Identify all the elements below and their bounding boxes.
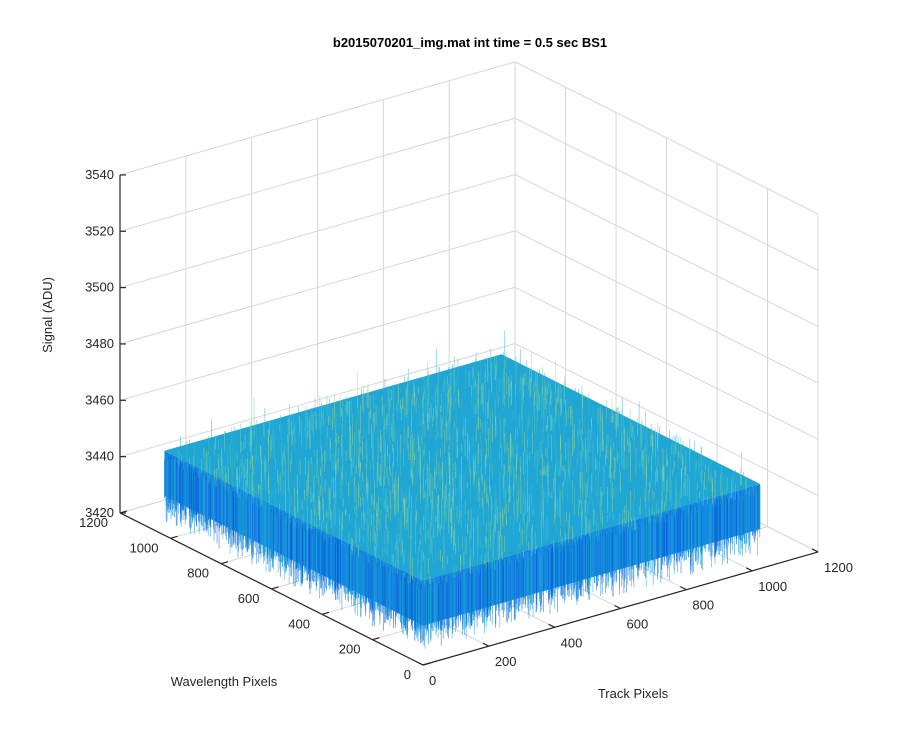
grid-line [514, 61, 819, 215]
grid-line [514, 174, 819, 328]
y-tick [321, 611, 330, 615]
z-axis-ticks: 3420 3440 3460 3480 3500 3520 3540 [85, 167, 126, 520]
z-tick-label: 3540 [85, 167, 114, 182]
x-tick [745, 567, 753, 572]
x-tick-label: 1200 [824, 560, 853, 575]
x-tick [811, 548, 819, 553]
y-tick-label: 400 [288, 616, 310, 631]
grid-line [119, 343, 516, 458]
grid-line [119, 174, 516, 289]
grid-line [514, 230, 819, 384]
y-tick-label: 1000 [130, 540, 159, 555]
y-tick [220, 561, 229, 565]
y-tick-label: 1200 [79, 515, 108, 530]
y-tick [372, 637, 380, 641]
x-tick [614, 604, 621, 610]
y-tick [170, 535, 178, 539]
z-tick-label: 3500 [85, 280, 114, 295]
grid-line [514, 286, 819, 440]
wavelength-axis-ticks: 0 200 400 600 800 1000 1200 [79, 510, 431, 682]
x-tick-label: 1000 [758, 579, 787, 594]
track-axis-ticks: 0 200 400 600 800 1000 1200 [416, 548, 853, 688]
z-tick-label: 3440 [85, 449, 114, 464]
surface-plot [164, 330, 761, 649]
x-axis-label: Track Pixels [598, 686, 669, 701]
z-axis-label: Signal (ADU) [40, 277, 55, 353]
y-tick-label: 800 [187, 566, 209, 581]
grid-line [119, 117, 516, 232]
y-tick-label: 200 [339, 642, 361, 657]
x-tick [482, 642, 490, 647]
z-tick-label: 3520 [85, 223, 114, 238]
z-tick-label: 3480 [85, 336, 114, 351]
grid-line [119, 230, 516, 345]
x-tick [416, 661, 424, 666]
surface-top [164, 354, 761, 581]
y-tick-label: 0 [404, 667, 411, 682]
y-tick-label: 600 [238, 591, 260, 606]
x-tick-label: 800 [692, 598, 714, 613]
z-tick-label: 3460 [85, 392, 114, 407]
y-axis-label: Wavelength Pixels [171, 674, 278, 689]
x-tick-label: 0 [429, 673, 436, 688]
y-tick [271, 586, 279, 590]
grid-line [119, 286, 516, 401]
grid-line [514, 117, 819, 271]
z-tick-label: 3420 [85, 505, 114, 520]
y-tick [422, 662, 431, 666]
chart-title: b2015070201_img.mat int time = 0.5 sec B… [333, 35, 607, 50]
grid-line [119, 61, 516, 176]
x-tick-label: 200 [495, 654, 517, 669]
x-tick [680, 586, 687, 591]
y-tick [119, 510, 128, 514]
x-tick-label: 400 [561, 635, 583, 650]
x-tick-label: 600 [627, 616, 649, 631]
grid-line [514, 343, 819, 497]
x-tick [548, 623, 555, 628]
